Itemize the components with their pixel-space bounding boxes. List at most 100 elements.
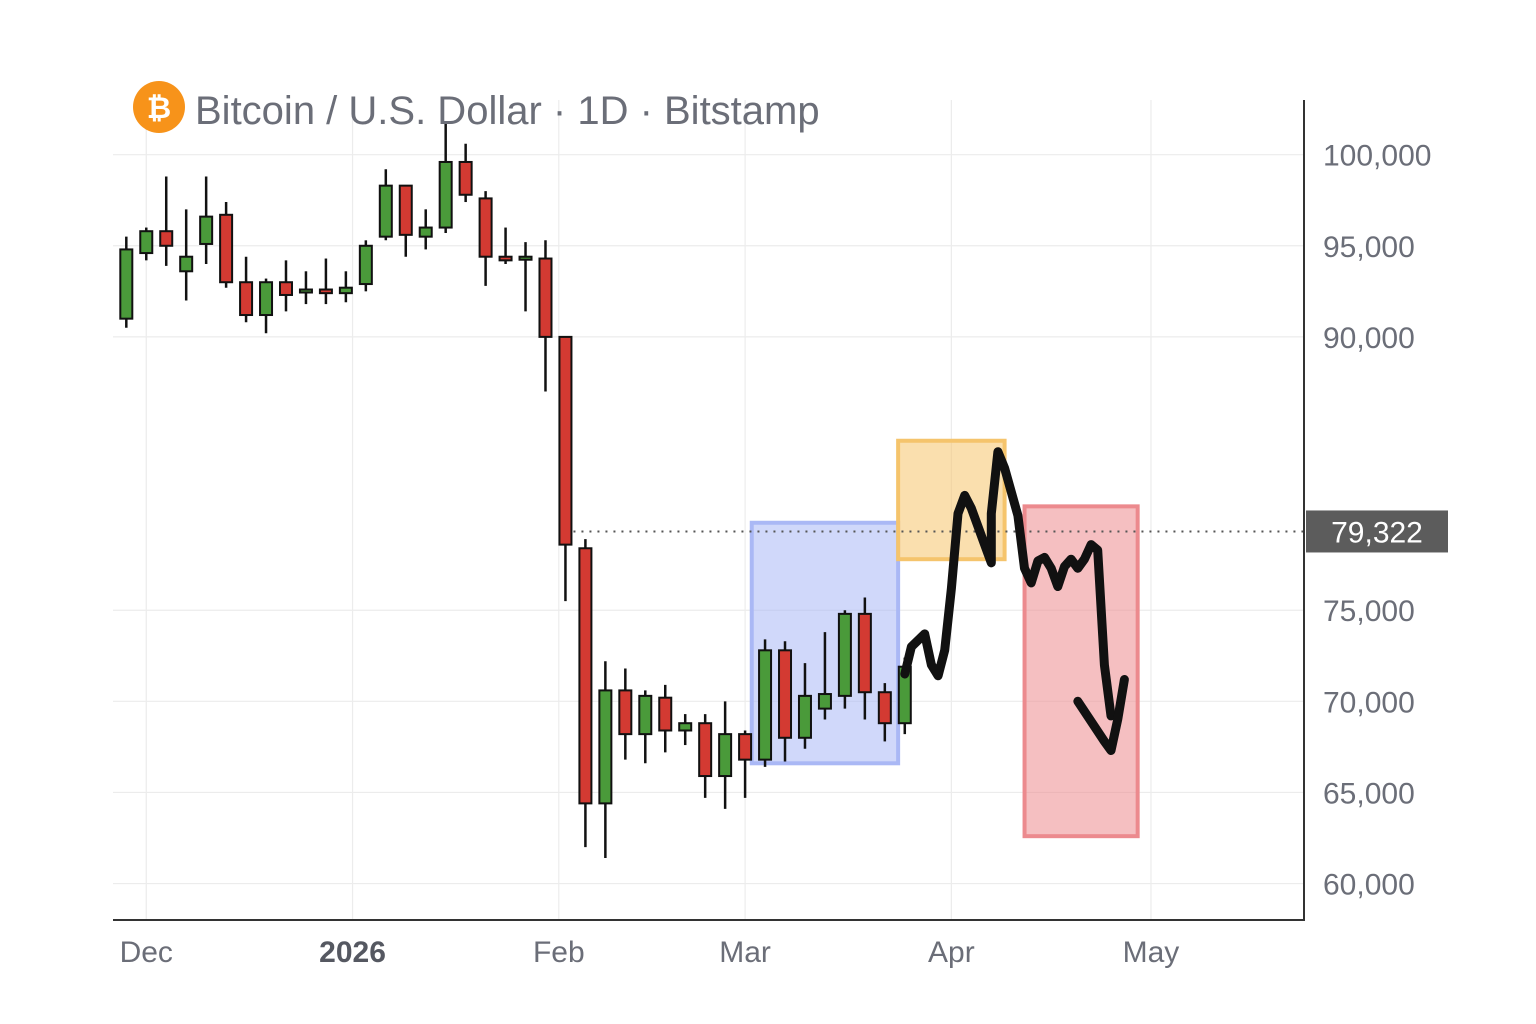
candle-down (698, 714, 713, 798)
candle-up (418, 209, 433, 250)
candle-body (458, 160, 473, 196)
candle-body (638, 694, 653, 736)
candle-body (478, 197, 493, 258)
candle-down (398, 184, 413, 257)
hand-drawing (900, 447, 1129, 755)
candle-body (498, 255, 513, 262)
x-tick-label: Feb (533, 936, 585, 969)
candle-body (378, 184, 393, 238)
candle-down (159, 176, 174, 266)
candle-body (538, 257, 553, 338)
candle-up (298, 271, 313, 305)
candle-body (159, 230, 174, 247)
candle-up (518, 242, 533, 312)
current-price-badge (1306, 510, 1448, 553)
y-axis-ticks: 100,000 95,000 90,000 75,000 70,000 65,000 60,… (1323, 140, 1431, 902)
candle-body (418, 226, 433, 238)
candle-body (758, 649, 773, 761)
candle-up (837, 610, 852, 709)
bitcoin-icon (133, 81, 185, 133)
candle-down (738, 730, 753, 798)
candle-up (758, 639, 773, 767)
x-axis-ticks: Dec 2026 Feb Mar Apr May (120, 936, 1180, 969)
x-tick-label: Apr (928, 936, 975, 969)
candle-body (558, 335, 573, 546)
candle-body (837, 612, 852, 697)
candle-body (877, 691, 892, 725)
candle-up (259, 278, 274, 334)
candle-up (179, 209, 194, 301)
candle-down (618, 668, 633, 760)
candle-body (518, 255, 533, 261)
candle-up (378, 169, 393, 241)
x-tick-label: May (1123, 936, 1180, 969)
bitcoin-symbol-glyph: ₿ (147, 91, 171, 126)
candle-down (578, 539, 593, 848)
x-tick-label: Dec (120, 936, 173, 969)
current-price-label: 79,322 (1306, 510, 1448, 553)
candle-down (478, 191, 493, 286)
axes (113, 100, 1305, 921)
candle-body (698, 722, 713, 778)
grid-lines (113, 100, 1304, 920)
candle-up (797, 663, 812, 749)
candle-body (778, 649, 793, 739)
candle-up (678, 714, 693, 746)
candle-up (119, 236, 134, 328)
candle-body (219, 213, 234, 284)
candle-body (398, 184, 413, 236)
chart-title: Bitcoin / U.S. Dollar · 1D · Bitstamp (195, 89, 820, 133)
candle-body (338, 286, 353, 295)
x-tick-label: Mar (719, 936, 771, 969)
candle-up (199, 176, 214, 264)
candle-body (598, 689, 613, 805)
chart-header: ₿ Bitcoin / U.S. Dollar · 1D · Bitstamp (133, 81, 820, 133)
drawn-projection-line (900, 447, 1116, 721)
candle-body (738, 733, 753, 761)
candle-body (857, 612, 872, 694)
candle-body (658, 696, 673, 732)
x-tick-label: 2026 (319, 936, 386, 969)
candle-up (139, 227, 154, 261)
candle-body (718, 733, 733, 778)
candle-down (458, 143, 473, 203)
candle-body (259, 281, 274, 317)
candle-body (797, 694, 812, 739)
candle-body (618, 689, 633, 736)
candle-body (278, 281, 293, 296)
y-tick-label: 70,000 (1323, 686, 1415, 719)
candle-up (438, 121, 453, 234)
candle-up (638, 690, 653, 764)
candle-up (718, 701, 733, 809)
candle-down (219, 202, 234, 288)
candle-body (817, 693, 832, 710)
y-tick-label: 100,000 (1323, 140, 1431, 173)
candle-body (578, 547, 593, 805)
candle-up (598, 661, 613, 859)
candle-body (139, 230, 154, 255)
candle-body (678, 722, 693, 732)
candle-body (438, 160, 453, 229)
candle-body (179, 255, 194, 273)
candle-down (778, 641, 793, 762)
y-tick-label: 75,000 (1323, 595, 1415, 628)
candle-down (318, 258, 333, 305)
candles (119, 121, 912, 859)
y-tick-label: 95,000 (1323, 231, 1415, 264)
y-tick-label: 60,000 (1323, 869, 1415, 902)
candle-down (239, 256, 254, 323)
candle-down (857, 597, 872, 720)
candle-down (877, 683, 892, 742)
y-tick-label: 65,000 (1323, 777, 1415, 810)
candle-body (318, 288, 333, 295)
candle-body (239, 281, 254, 317)
candle-body (298, 288, 313, 294)
candle-body (199, 215, 214, 245)
candle-up (358, 240, 373, 292)
drawn-arrowhead (1073, 675, 1129, 755)
candle-up (338, 271, 353, 303)
y-tick-label: 90,000 (1323, 322, 1415, 355)
candle-body (119, 248, 134, 320)
